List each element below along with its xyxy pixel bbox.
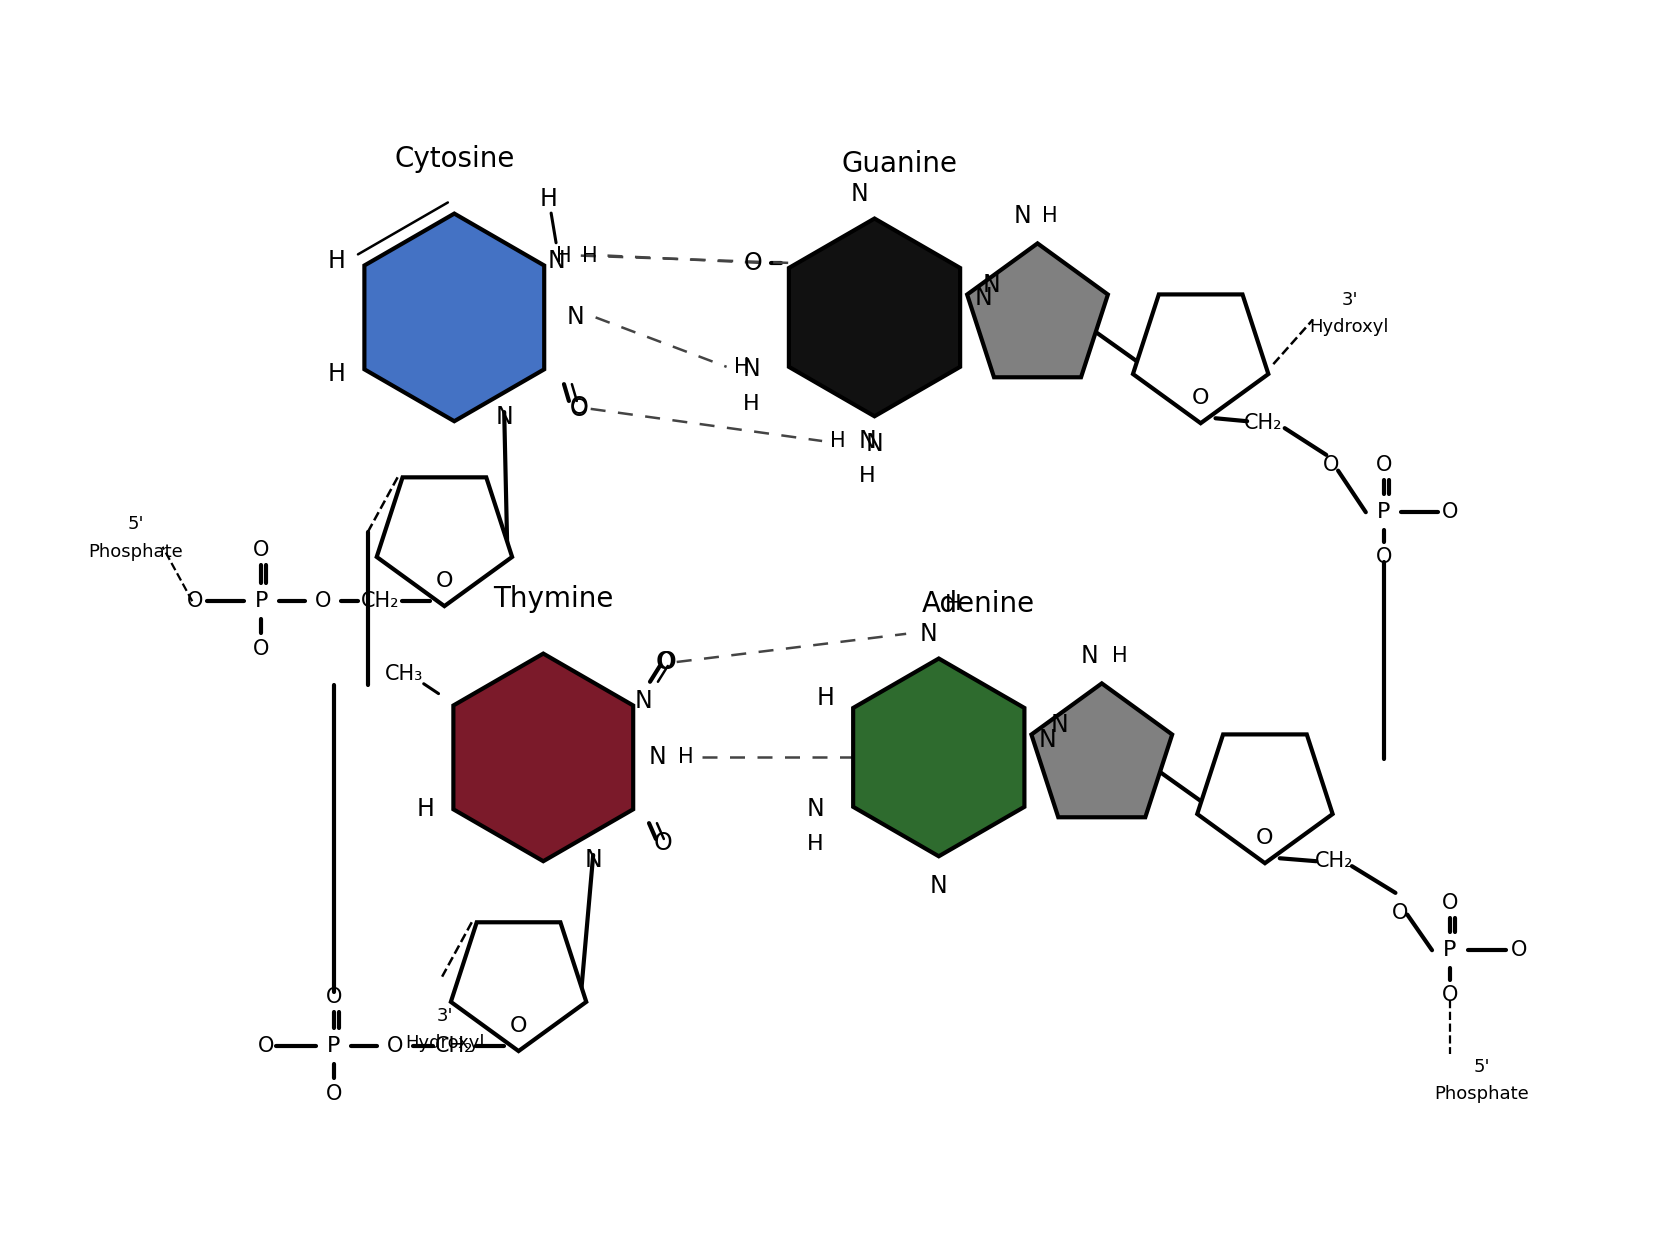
Text: O: O bbox=[386, 1037, 403, 1056]
Text: N: N bbox=[1013, 204, 1032, 228]
Text: P: P bbox=[255, 591, 268, 611]
Text: O: O bbox=[509, 1017, 527, 1037]
Text: Thymine: Thymine bbox=[493, 585, 614, 613]
Text: CH₂: CH₂ bbox=[361, 591, 399, 611]
Text: H: H bbox=[1112, 645, 1128, 665]
Text: O: O bbox=[186, 591, 203, 611]
Text: 5': 5' bbox=[1473, 1058, 1489, 1076]
Text: O: O bbox=[654, 830, 672, 855]
Text: O: O bbox=[253, 539, 270, 560]
Text: N: N bbox=[1050, 713, 1068, 737]
Text: O: O bbox=[656, 650, 674, 674]
Text: H: H bbox=[945, 594, 962, 615]
Text: H: H bbox=[744, 395, 760, 415]
Text: O: O bbox=[436, 571, 453, 591]
Text: H: H bbox=[817, 686, 834, 710]
Text: H: H bbox=[328, 248, 346, 273]
Text: O: O bbox=[569, 395, 587, 418]
Text: N: N bbox=[983, 273, 1000, 296]
Text: CH₂: CH₂ bbox=[1243, 413, 1283, 433]
Text: N: N bbox=[634, 689, 652, 712]
Text: P: P bbox=[1443, 940, 1456, 960]
Text: O: O bbox=[1376, 547, 1391, 566]
Text: 3': 3' bbox=[1341, 291, 1358, 308]
Polygon shape bbox=[453, 654, 634, 861]
Text: Adenine: Adenine bbox=[922, 590, 1035, 618]
Text: 3': 3' bbox=[438, 1007, 453, 1025]
Polygon shape bbox=[1196, 734, 1333, 864]
Text: O: O bbox=[253, 639, 270, 659]
Text: O: O bbox=[1393, 902, 1409, 923]
Polygon shape bbox=[967, 243, 1108, 378]
Text: Phosphate: Phosphate bbox=[88, 543, 183, 560]
Text: H: H bbox=[1042, 206, 1057, 226]
Text: P: P bbox=[328, 1037, 341, 1056]
Text: N: N bbox=[742, 357, 760, 381]
Text: O: O bbox=[1256, 828, 1273, 849]
Text: H: H bbox=[807, 834, 824, 854]
Text: N: N bbox=[547, 248, 566, 273]
Text: Cytosine: Cytosine bbox=[394, 146, 514, 173]
Text: H: H bbox=[328, 363, 346, 386]
Text: O: O bbox=[1441, 892, 1458, 913]
Text: O: O bbox=[1376, 455, 1391, 475]
Text: O: O bbox=[326, 987, 341, 1007]
Text: H: H bbox=[416, 797, 434, 822]
Text: N: N bbox=[850, 181, 869, 206]
Text: Phosphate: Phosphate bbox=[1434, 1085, 1529, 1102]
Text: O: O bbox=[1441, 985, 1458, 1004]
Text: N: N bbox=[584, 848, 602, 872]
Text: N: N bbox=[1038, 728, 1057, 752]
Text: O: O bbox=[1191, 389, 1210, 408]
Text: N: N bbox=[649, 745, 667, 770]
Text: O: O bbox=[1441, 502, 1458, 522]
Text: O: O bbox=[657, 650, 676, 674]
Text: CH₂: CH₂ bbox=[434, 1037, 474, 1056]
Text: H: H bbox=[556, 246, 572, 265]
Text: CH₃: CH₃ bbox=[384, 664, 423, 684]
Text: N: N bbox=[807, 797, 824, 821]
Text: H: H bbox=[734, 357, 749, 376]
Polygon shape bbox=[1032, 684, 1171, 817]
Text: H: H bbox=[677, 748, 694, 768]
Text: H: H bbox=[859, 465, 875, 486]
Text: H: H bbox=[582, 246, 597, 265]
Text: N: N bbox=[973, 285, 992, 310]
Polygon shape bbox=[364, 213, 544, 421]
Text: O: O bbox=[569, 397, 587, 421]
Text: N: N bbox=[1082, 644, 1098, 668]
Text: N: N bbox=[859, 429, 877, 453]
Polygon shape bbox=[789, 218, 960, 416]
Text: Hydroxyl: Hydroxyl bbox=[1310, 317, 1389, 336]
Polygon shape bbox=[854, 659, 1025, 856]
Text: CH₂: CH₂ bbox=[1315, 851, 1353, 871]
Text: N: N bbox=[567, 305, 584, 329]
Text: P: P bbox=[1376, 502, 1389, 522]
Polygon shape bbox=[376, 478, 513, 606]
Text: Guanine: Guanine bbox=[842, 151, 957, 178]
Text: N: N bbox=[496, 405, 513, 429]
Text: O: O bbox=[314, 591, 331, 611]
Polygon shape bbox=[1133, 295, 1268, 423]
Text: N: N bbox=[865, 432, 884, 457]
Text: 5': 5' bbox=[128, 515, 145, 533]
Text: O: O bbox=[326, 1083, 341, 1103]
Text: Hydroxyl: Hydroxyl bbox=[406, 1034, 484, 1051]
Text: N: N bbox=[930, 874, 948, 898]
Text: H: H bbox=[539, 188, 557, 211]
Text: O: O bbox=[1511, 940, 1528, 960]
Text: N: N bbox=[920, 622, 938, 645]
Text: O: O bbox=[1323, 455, 1340, 475]
Polygon shape bbox=[451, 922, 586, 1051]
Text: O: O bbox=[744, 251, 762, 275]
Text: O: O bbox=[258, 1037, 275, 1056]
Text: H: H bbox=[830, 431, 845, 450]
